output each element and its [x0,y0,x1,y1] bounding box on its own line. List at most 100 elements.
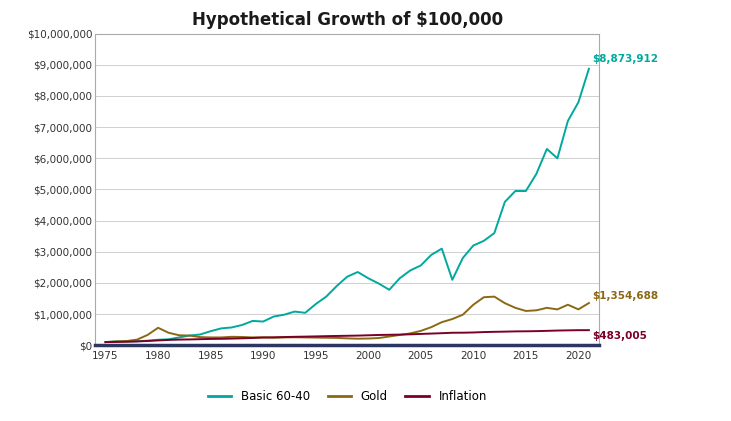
Basic 60-40 [249,318,257,323]
Inflation [574,328,583,333]
Basic 60-40 [385,287,393,292]
Inflation [133,339,142,344]
Inflation [532,329,541,334]
Inflation [469,330,477,335]
Inflation [238,336,246,341]
Gold [343,336,352,341]
Gold [448,317,457,322]
Inflation [122,339,131,344]
Gold [395,333,404,338]
Line: Basic 60-40: Basic 60-40 [105,69,589,342]
Basic 60-40 [259,319,268,324]
Basic 60-40 [542,147,551,152]
Basic 60-40 [521,189,530,194]
Legend: Basic 60-40, Gold, Inflation: Basic 60-40, Gold, Inflation [203,385,491,408]
Inflation [333,333,341,338]
Inflation [406,332,414,337]
Text: $8,873,912: $8,873,912 [592,54,658,64]
Gold [227,334,236,339]
Basic 60-40 [280,312,289,317]
Basic 60-40 [300,310,309,315]
Text: $1,354,688: $1,354,688 [592,291,658,301]
Gold [280,335,289,340]
Basic 60-40 [437,246,446,251]
Inflation [227,336,236,341]
Gold [175,333,183,338]
Gold [249,335,257,340]
Basic 60-40 [175,335,183,340]
Inflation [427,331,436,336]
Basic 60-40 [101,340,110,345]
Basic 60-40 [480,238,488,243]
Gold [490,294,499,299]
Gold [238,334,246,339]
Basic 60-40 [406,268,414,273]
Gold [385,334,393,339]
Inflation [206,336,215,341]
Inflation [521,329,530,334]
Inflation [112,339,121,344]
Basic 60-40 [227,325,236,330]
Gold [585,301,594,306]
Basic 60-40 [532,171,541,176]
Basic 60-40 [269,314,278,319]
Inflation [417,331,425,336]
Gold [122,338,131,344]
Inflation [259,335,268,340]
Inflation [300,334,309,339]
Gold [164,330,173,335]
Gold [259,335,268,340]
Inflation [196,337,205,342]
Basic 60-40 [458,256,467,261]
Basic 60-40 [585,66,594,71]
Gold [333,336,341,341]
Inflation [353,333,362,338]
Title: Hypothetical Growth of $100,000: Hypothetical Growth of $100,000 [192,11,503,29]
Gold [437,320,446,325]
Gold [154,325,162,330]
Gold [216,335,225,340]
Inflation [322,333,330,338]
Gold [406,331,414,336]
Basic 60-40 [490,231,499,236]
Gold [353,336,362,341]
Basic 60-40 [322,294,330,299]
Inflation [311,334,320,339]
Inflation [564,328,572,333]
Inflation [101,340,110,345]
Inflation [175,337,183,342]
Gold [101,340,110,345]
Basic 60-40 [196,332,205,337]
Basic 60-40 [311,301,320,306]
Gold [427,325,436,330]
Gold [300,335,309,340]
Gold [553,307,561,312]
Inflation [185,337,194,342]
Basic 60-40 [469,243,477,248]
Basic 60-40 [395,276,404,281]
Inflation [490,329,499,334]
Basic 60-40 [417,263,425,268]
Basic 60-40 [427,252,436,257]
Basic 60-40 [154,337,162,342]
Basic 60-40 [112,339,121,344]
Basic 60-40 [333,283,341,288]
Gold [501,301,510,306]
Gold [574,307,583,312]
Basic 60-40 [206,329,215,334]
Inflation [290,334,299,339]
Gold [143,333,152,338]
Gold [511,305,520,310]
Gold [469,302,477,307]
Inflation [154,338,162,343]
Basic 60-40 [364,276,373,281]
Basic 60-40 [122,339,131,344]
Inflation [385,332,393,337]
Basic 60-40 [290,309,299,314]
Basic 60-40 [143,338,152,343]
Gold [458,312,467,317]
Basic 60-40 [164,337,173,342]
Gold [417,328,425,333]
Inflation [374,333,383,338]
Basic 60-40 [133,339,142,344]
